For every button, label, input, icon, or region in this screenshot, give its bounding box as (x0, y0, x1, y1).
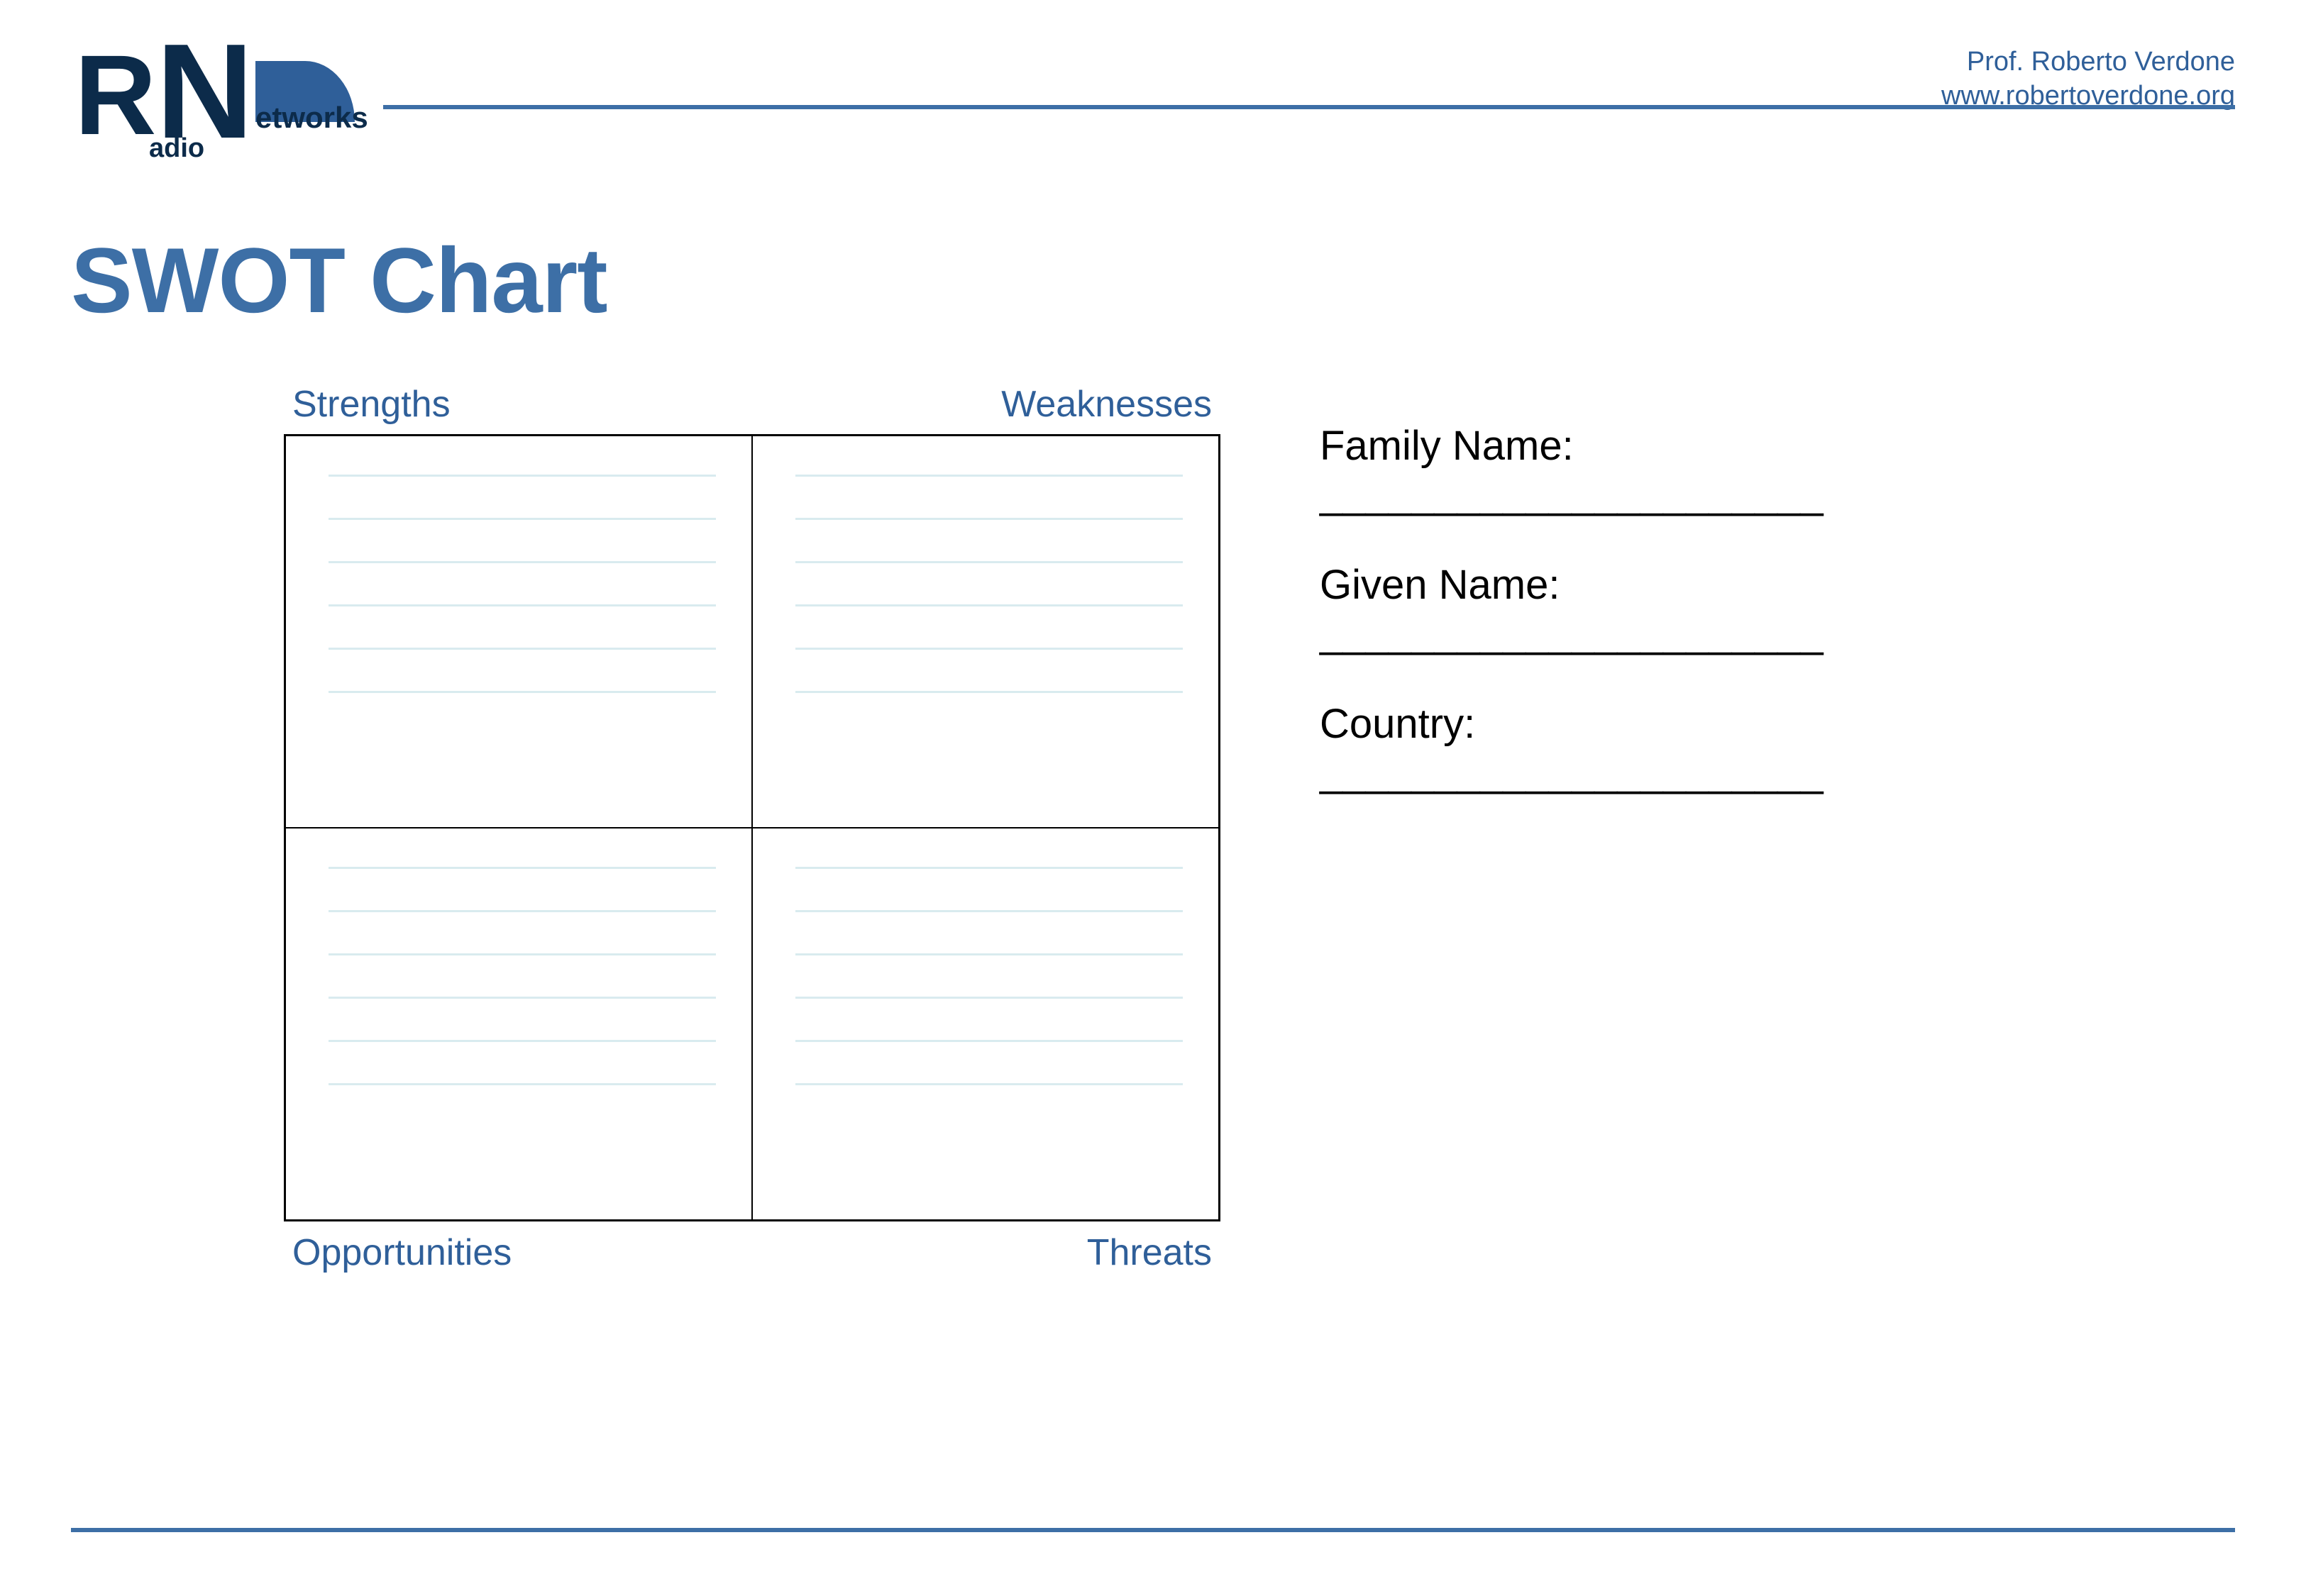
footer-divider (71, 1528, 2235, 1532)
radio-networks-logo: R N adio etworks (71, 43, 383, 163)
content-row: Strengths Weaknesses Opportunities Threa… (71, 383, 2235, 1274)
form-field-label: Country: (1320, 700, 1958, 748)
writing-rule-line (795, 691, 1183, 693)
swot-label-threats: Threats (1087, 1231, 1212, 1274)
logo-block: R N adio etworks (71, 43, 397, 163)
writing-rule-line (329, 648, 716, 650)
swot-chart: Strengths Weaknesses Opportunities Threa… (284, 383, 1220, 1274)
form-field-underline[interactable]: ______________________ (1320, 474, 1958, 515)
header-attribution: Prof. Roberto Verdone www.robertoverdone… (397, 43, 2235, 113)
header-name: Prof. Roberto Verdone (1967, 45, 2235, 79)
swot-grid (284, 434, 1220, 1221)
writing-rule-line (329, 475, 716, 477)
writing-rule-line (329, 910, 716, 912)
identity-form: Family Name:______________________Given … (1320, 383, 1958, 839)
swot-labels-top: Strengths Weaknesses (284, 383, 1220, 434)
writing-rule-line (329, 953, 716, 955)
writing-rule-line (795, 518, 1183, 520)
writing-rule-line (795, 1083, 1183, 1085)
writing-rule-line (329, 997, 716, 999)
form-field-underline[interactable]: ______________________ (1320, 613, 1958, 654)
swot-cell-opportunities (285, 828, 752, 1220)
logo-text-adio: adio (149, 133, 204, 164)
writing-rule-line (795, 475, 1183, 477)
form-field: Given Name:______________________ (1320, 561, 1958, 654)
page-title: SWOT Chart (71, 227, 2235, 333)
swot-label-weaknesses: Weaknesses (1001, 383, 1212, 426)
form-field-label: Family Name: (1320, 422, 1958, 470)
writing-rule-line (329, 1040, 716, 1042)
swot-label-opportunities: Opportunities (292, 1231, 512, 1274)
writing-rule-line (329, 561, 716, 563)
header-divider (383, 105, 2235, 109)
writing-rule-line (795, 1040, 1183, 1042)
form-field: Country:______________________ (1320, 700, 1958, 793)
writing-rule-line (329, 867, 716, 869)
writing-rule-line (795, 910, 1183, 912)
form-field-underline[interactable]: ______________________ (1320, 752, 1958, 793)
logo-letter-r: R (75, 30, 153, 160)
writing-rule-line (329, 691, 716, 693)
writing-rule-line (795, 867, 1183, 869)
form-field: Family Name:______________________ (1320, 422, 1958, 515)
swot-cell-strengths (285, 436, 752, 828)
writing-rule-line (795, 648, 1183, 650)
writing-rule-line (795, 953, 1183, 955)
page: R N adio etworks Prof. Roberto Verdone w… (0, 0, 2306, 1596)
writing-rule-line (329, 518, 716, 520)
writing-rule-line (795, 561, 1183, 563)
writing-rule-line (795, 604, 1183, 606)
form-field-label: Given Name: (1320, 561, 1958, 609)
writing-rule-line (329, 1083, 716, 1085)
swot-labels-bottom: Opportunities Threats (284, 1221, 1220, 1274)
swot-cell-threats (752, 828, 1219, 1220)
logo-text-etworks: etworks (255, 101, 368, 135)
swot-cell-weaknesses (752, 436, 1219, 828)
writing-rule-line (329, 604, 716, 606)
swot-label-strengths: Strengths (292, 383, 451, 426)
writing-rule-line (795, 997, 1183, 999)
